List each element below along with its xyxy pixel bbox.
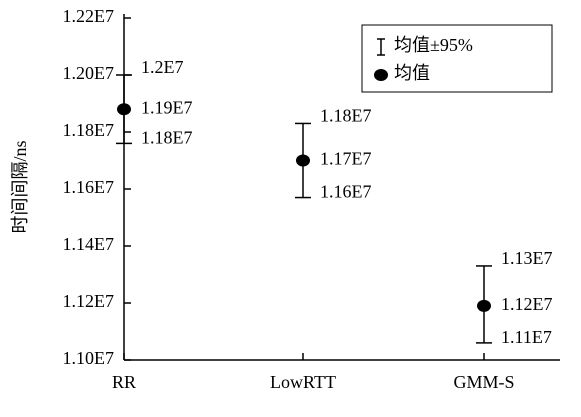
- upper-label: 1.18E7: [320, 106, 372, 126]
- y-tick-label: 1.22E7: [63, 6, 115, 26]
- value-label: 1.19E7: [141, 97, 193, 117]
- upper-label: 1.13E7: [501, 248, 553, 268]
- value-label: 1.12E7: [501, 294, 553, 314]
- legend: [361, 24, 553, 93]
- upper-label: 1.2E7: [141, 57, 184, 77]
- lower-label: 1.18E7: [141, 128, 193, 148]
- mean-point: [117, 103, 131, 116]
- legend-errorbar-icon: [377, 38, 385, 56]
- legend-label: 均值±95%: [394, 35, 473, 55]
- y-axis-label: 时间间隔/ns: [10, 140, 30, 233]
- lower-label: 1.11E7: [501, 327, 552, 347]
- value-label: 1.17E7: [320, 149, 372, 169]
- y-tick-label: 1.16E7: [63, 177, 115, 197]
- y-tick-label: 1.14E7: [63, 234, 115, 254]
- mean-point: [296, 154, 310, 167]
- lower-label: 1.16E7: [320, 182, 372, 202]
- mean-point: [477, 299, 491, 312]
- y-tick-label: 1.12E7: [63, 291, 115, 311]
- x-tick-label: GMM-S: [453, 372, 514, 392]
- legend-dot-icon: [374, 69, 388, 81]
- x-tick-label: RR: [112, 372, 136, 392]
- legend-label: 均值: [394, 63, 430, 83]
- y-tick-label: 1.20E7: [63, 63, 115, 83]
- y-tick-label: 1.18E7: [63, 120, 115, 140]
- x-tick-label: LowRTT: [270, 372, 336, 392]
- y-tick-label: 1.10E7: [63, 348, 115, 368]
